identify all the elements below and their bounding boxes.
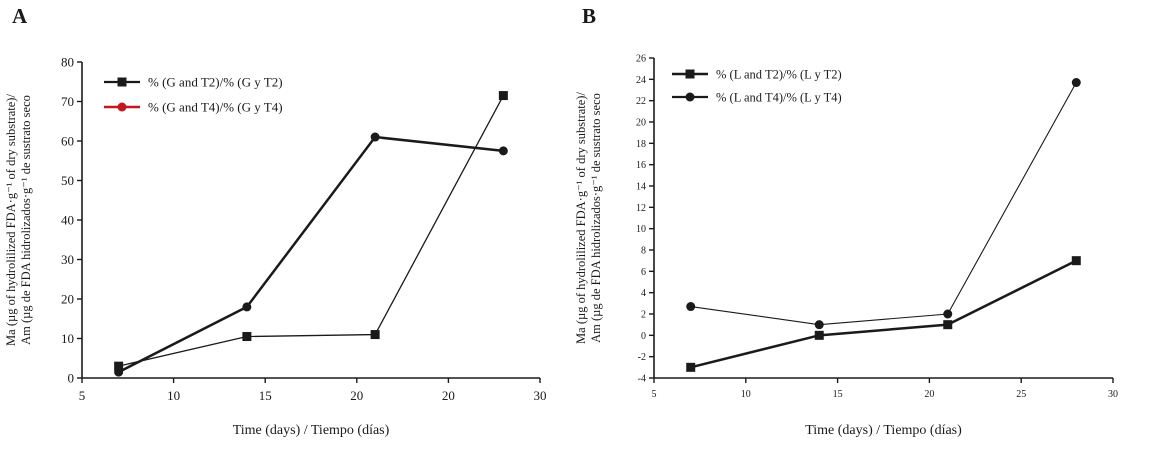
svg-text:10: 10	[167, 388, 180, 403]
svg-text:70: 70	[61, 94, 74, 109]
svg-text:18: 18	[636, 139, 646, 150]
svg-text:30: 30	[1108, 389, 1118, 400]
svg-text:80: 80	[61, 55, 74, 70]
svg-text:20: 20	[636, 118, 646, 129]
svg-text:20: 20	[442, 388, 455, 403]
svg-text:30: 30	[534, 388, 547, 403]
svg-text:Am (µg de FDA hidrolizados·g⁻¹: Am (µg de FDA hidrolizados·g⁻¹ de sustra…	[589, 93, 603, 343]
svg-text:4: 4	[641, 288, 646, 299]
svg-text:-4: -4	[638, 374, 646, 385]
panel-b: B 5 10 15 20 25 30 -4 -2 0 2 4 6 8 10 12 14 16 18 20 22 24 26…	[570, 0, 1150, 453]
svg-text:60: 60	[61, 134, 74, 149]
panel-a-label: A	[12, 4, 28, 28]
svg-text:2: 2	[641, 310, 646, 321]
svg-text:Ma (µg of hydrolilized FDA·g⁻¹: Ma (µg of hydrolilized FDA·g⁻¹ of dry su…	[4, 94, 18, 346]
svg-text:0: 0	[68, 371, 75, 386]
panel-b-label: B	[582, 4, 597, 28]
svg-text:5: 5	[652, 389, 657, 400]
svg-text:20: 20	[924, 389, 934, 400]
svg-text:% (G and T2)/% (G y T2): % (G and T2)/% (G y T2)	[148, 75, 283, 90]
svg-text:Time (days) / Tiempo (días): Time (days) / Tiempo (días)	[233, 423, 390, 438]
svg-text:26: 26	[636, 54, 646, 65]
svg-text:15: 15	[833, 389, 843, 400]
svg-text:15: 15	[259, 388, 272, 403]
svg-text:10: 10	[636, 224, 646, 235]
svg-text:Ma (µg of hydrolilized FDA·g⁻¹: Ma (µg of hydrolilized FDA·g⁻¹ of dry su…	[574, 92, 588, 344]
svg-text:25: 25	[1016, 389, 1026, 400]
svg-text:24: 24	[636, 75, 646, 86]
chart-a: 5 10 15 20 20 30 0 10 20 30 40 50 60 70 80 Time (days) …	[4, 55, 547, 438]
chart-b: 5 10 15 20 25 30-4-202468101214161820222426Ti…	[574, 54, 1118, 439]
svg-text:% (G and T4)/% (G y T4): % (G and T4)/% (G y T4)	[148, 100, 283, 115]
svg-text:-2: -2	[638, 352, 646, 363]
svg-text:14: 14	[636, 182, 646, 193]
svg-text:20: 20	[350, 388, 363, 403]
svg-text:30: 30	[61, 252, 74, 267]
svg-text:10: 10	[61, 331, 74, 346]
svg-text:Am (µg de FDA hidrolizados·g⁻¹: Am (µg de FDA hidrolizados·g⁻¹ de sustra…	[19, 95, 33, 345]
svg-text:% (L and T4)/% (L y T4): % (L and T4)/% (L y T4)	[716, 90, 842, 104]
svg-text:50: 50	[61, 173, 74, 188]
svg-text:5: 5	[79, 388, 86, 403]
svg-text:12: 12	[636, 203, 646, 214]
svg-text:20: 20	[61, 292, 74, 307]
svg-text:Time (days) / Tiempo (días): Time (days) / Tiempo (días)	[805, 423, 962, 438]
svg-text:0: 0	[641, 331, 646, 342]
svg-text:% (L and T2)/% (L y T2): % (L and T2)/% (L y T2)	[716, 67, 842, 81]
svg-text:6: 6	[641, 267, 646, 278]
svg-text:8: 8	[641, 246, 646, 257]
svg-text:16: 16	[636, 160, 646, 171]
panel-a: A 5 10 15 20 20 30 0 10 20 30 40 50 60 70 80 Time (days…	[0, 0, 570, 453]
svg-text:40: 40	[61, 213, 74, 228]
svg-text:22: 22	[636, 96, 646, 107]
svg-text:10: 10	[741, 389, 751, 400]
